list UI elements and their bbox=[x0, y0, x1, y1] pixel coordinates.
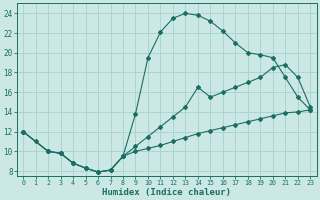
X-axis label: Humidex (Indice chaleur): Humidex (Indice chaleur) bbox=[102, 188, 231, 197]
